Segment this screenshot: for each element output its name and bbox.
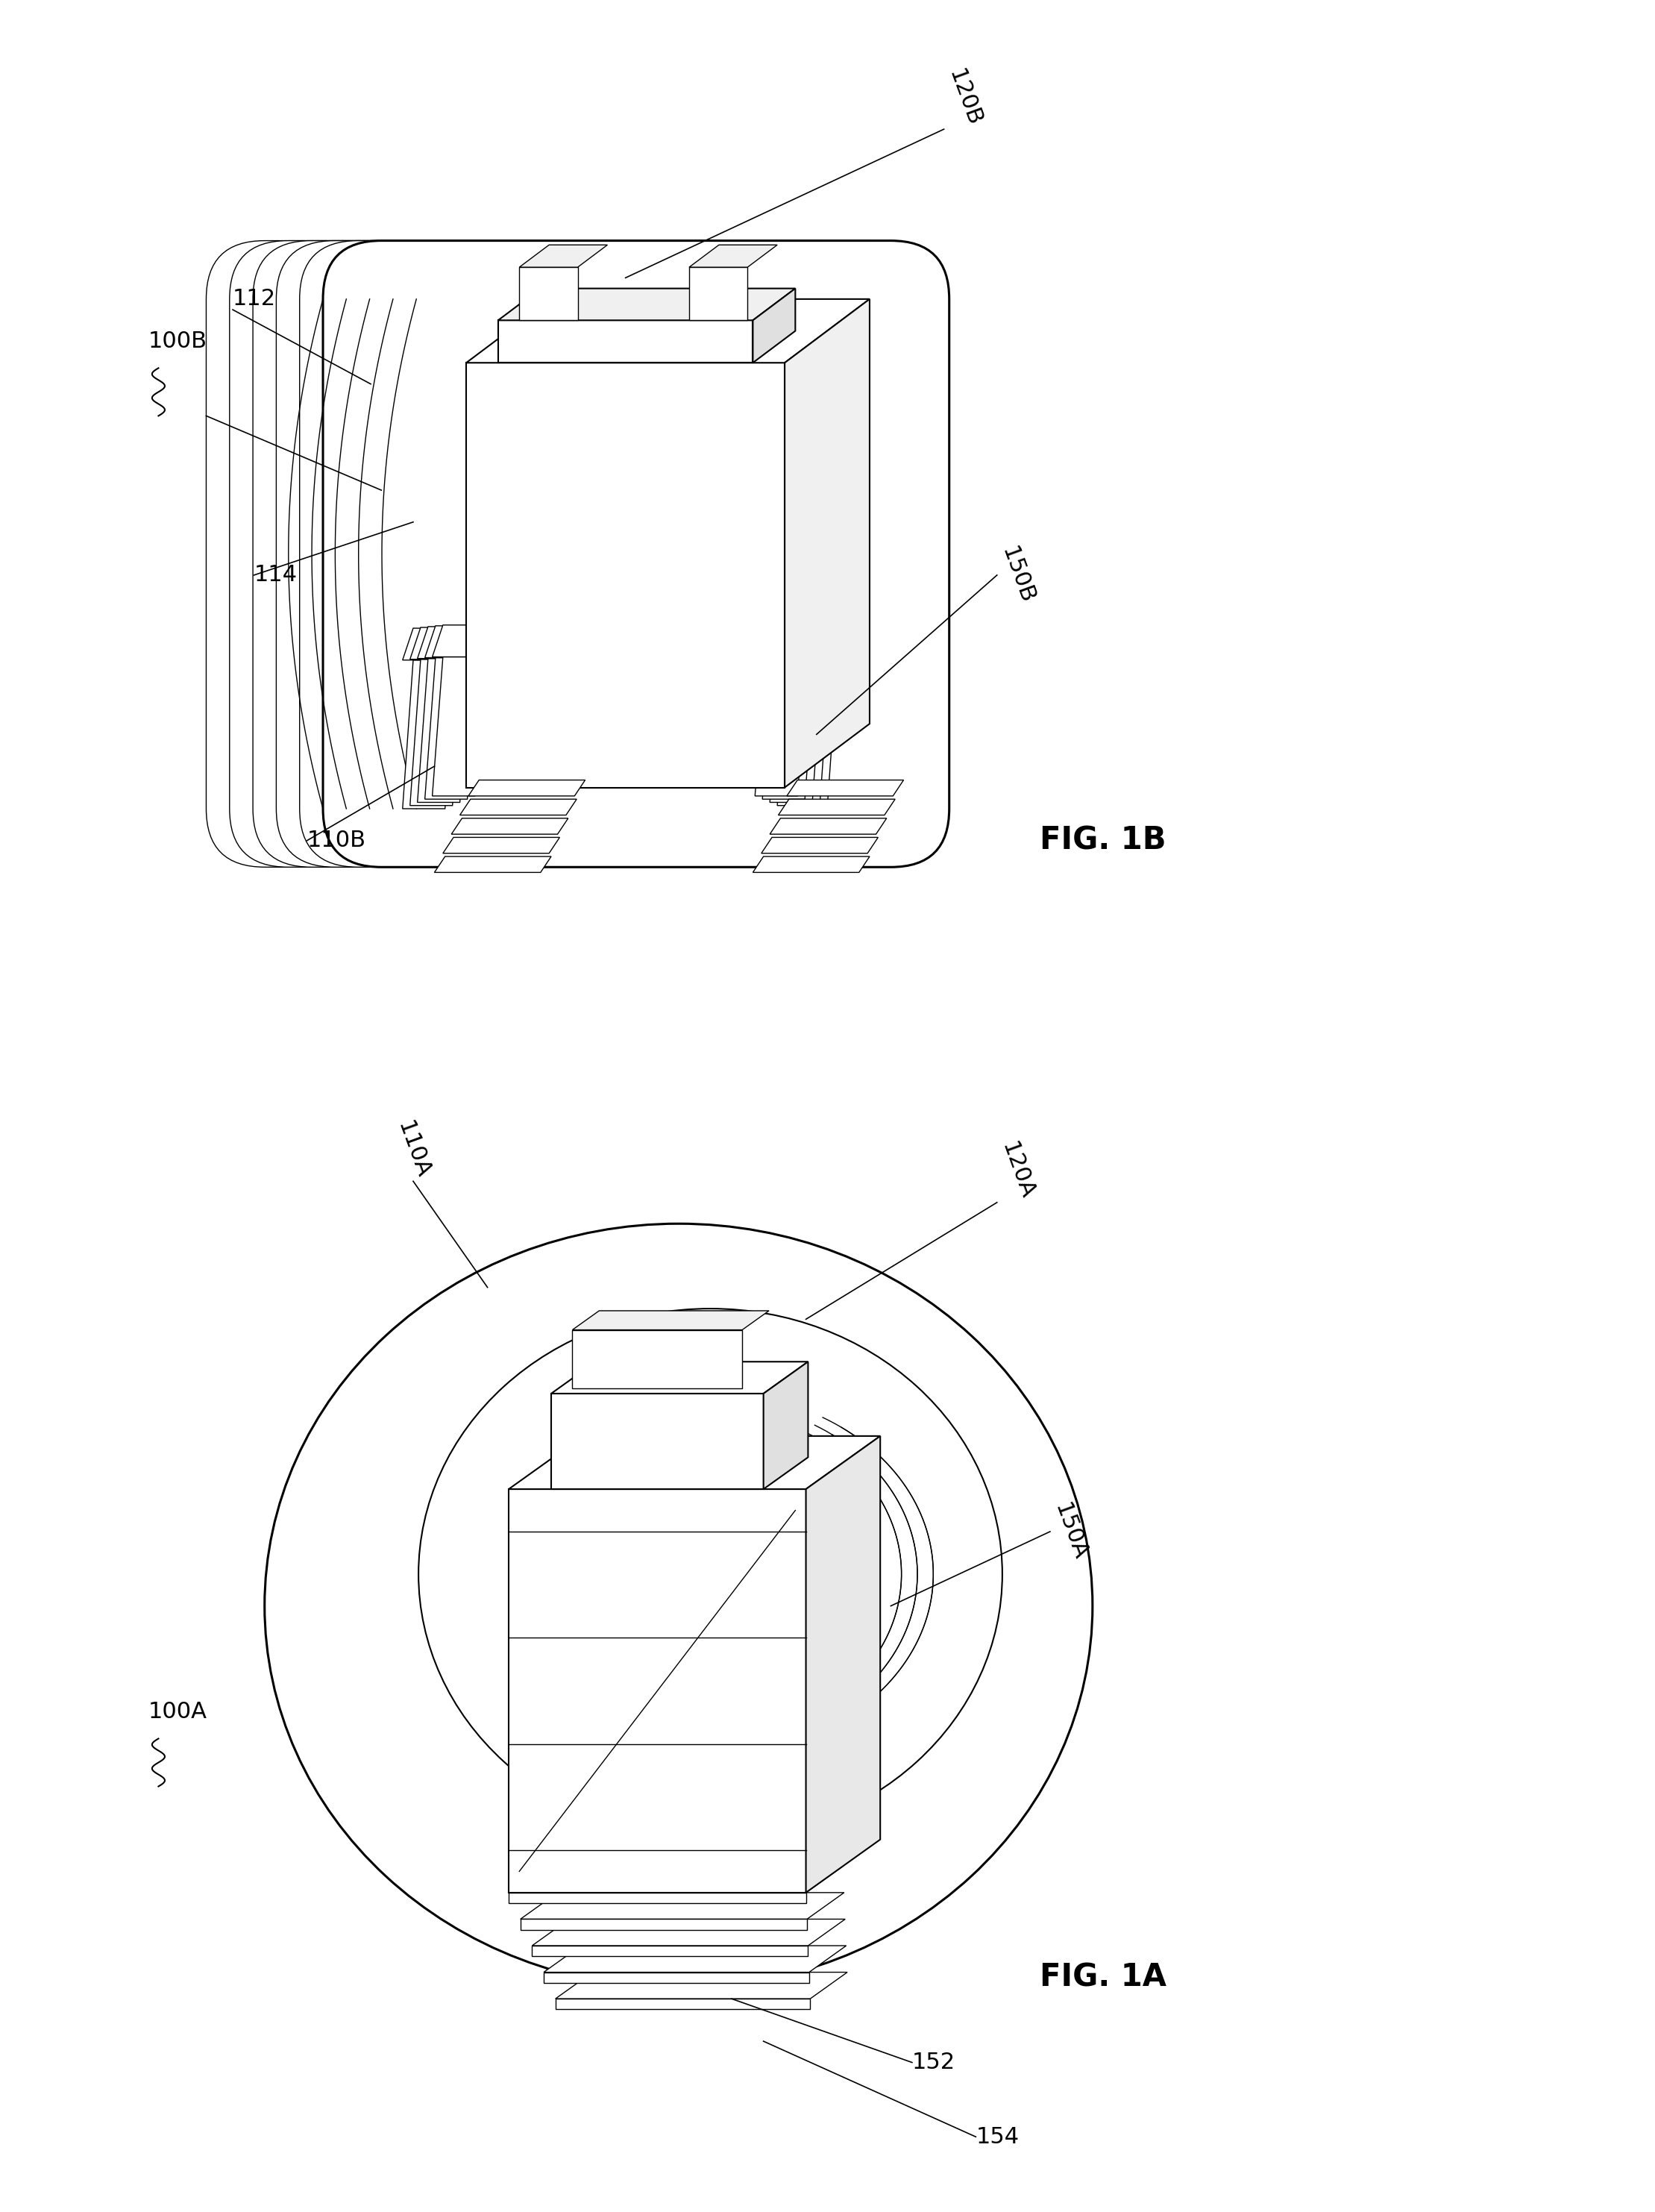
Polygon shape	[688, 246, 778, 268]
Polygon shape	[467, 363, 784, 787]
Polygon shape	[410, 659, 463, 805]
Polygon shape	[434, 856, 551, 872]
FancyBboxPatch shape	[253, 241, 879, 867]
Polygon shape	[692, 628, 831, 659]
Polygon shape	[806, 1436, 880, 1893]
Polygon shape	[685, 626, 823, 659]
Polygon shape	[402, 628, 541, 659]
Polygon shape	[677, 626, 816, 657]
Text: 100B: 100B	[147, 330, 207, 352]
Text: 150A: 150A	[1049, 1500, 1091, 1564]
FancyBboxPatch shape	[207, 241, 832, 867]
Polygon shape	[700, 628, 837, 659]
Ellipse shape	[265, 1223, 1092, 1989]
Polygon shape	[770, 818, 887, 834]
Polygon shape	[444, 838, 559, 854]
Polygon shape	[763, 657, 816, 799]
Polygon shape	[778, 659, 831, 805]
Polygon shape	[425, 657, 478, 799]
Polygon shape	[410, 628, 548, 659]
Text: 112: 112	[233, 288, 276, 310]
Polygon shape	[786, 781, 904, 796]
FancyBboxPatch shape	[300, 241, 925, 867]
Polygon shape	[531, 1920, 846, 1947]
Polygon shape	[670, 626, 808, 657]
Polygon shape	[763, 1363, 808, 1489]
Polygon shape	[432, 626, 571, 657]
Polygon shape	[520, 246, 607, 268]
Text: 110A: 110A	[392, 1119, 434, 1181]
Text: 150B: 150B	[996, 544, 1038, 606]
Polygon shape	[753, 288, 796, 363]
Polygon shape	[784, 659, 837, 810]
Polygon shape	[508, 1436, 880, 1489]
Polygon shape	[402, 659, 455, 810]
Polygon shape	[498, 288, 796, 321]
FancyBboxPatch shape	[276, 241, 902, 867]
Polygon shape	[417, 626, 556, 659]
Polygon shape	[460, 799, 576, 814]
Text: 100A: 100A	[147, 1701, 207, 1723]
Ellipse shape	[419, 1310, 1003, 1840]
Text: 154: 154	[976, 2126, 1019, 2148]
Polygon shape	[498, 321, 753, 363]
Polygon shape	[432, 657, 485, 796]
Polygon shape	[417, 659, 470, 803]
Polygon shape	[468, 781, 586, 796]
Polygon shape	[551, 1394, 763, 1489]
Polygon shape	[573, 1312, 770, 1329]
Text: 120A: 120A	[996, 1139, 1038, 1203]
FancyBboxPatch shape	[323, 241, 950, 867]
Polygon shape	[467, 299, 869, 363]
Polygon shape	[556, 1973, 847, 2000]
Polygon shape	[778, 799, 895, 814]
Polygon shape	[544, 1947, 846, 1973]
Polygon shape	[770, 659, 823, 803]
FancyBboxPatch shape	[230, 241, 856, 867]
Polygon shape	[508, 1867, 842, 1893]
Text: 120B: 120B	[943, 66, 985, 128]
Text: 114: 114	[253, 564, 298, 586]
Polygon shape	[573, 1329, 741, 1389]
Polygon shape	[520, 268, 578, 321]
Polygon shape	[551, 1363, 808, 1394]
Polygon shape	[688, 268, 748, 321]
Polygon shape	[425, 626, 563, 657]
Polygon shape	[452, 818, 568, 834]
Polygon shape	[556, 2000, 811, 2008]
Polygon shape	[755, 657, 808, 796]
Polygon shape	[520, 1893, 844, 1920]
Polygon shape	[508, 1893, 806, 1902]
Polygon shape	[508, 1489, 806, 1893]
Polygon shape	[784, 299, 869, 787]
Text: 110B: 110B	[308, 830, 366, 852]
Polygon shape	[544, 1973, 809, 1982]
Polygon shape	[761, 838, 879, 854]
Polygon shape	[753, 856, 869, 872]
Text: 152: 152	[912, 2053, 955, 2073]
Text: FIG. 1B: FIG. 1B	[1039, 825, 1167, 856]
Polygon shape	[531, 1947, 808, 1955]
Text: FIG. 1A: FIG. 1A	[1039, 1962, 1167, 1993]
Polygon shape	[520, 1920, 808, 1929]
